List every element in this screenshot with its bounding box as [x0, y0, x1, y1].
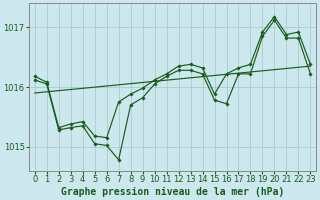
X-axis label: Graphe pression niveau de la mer (hPa): Graphe pression niveau de la mer (hPa): [61, 186, 284, 197]
